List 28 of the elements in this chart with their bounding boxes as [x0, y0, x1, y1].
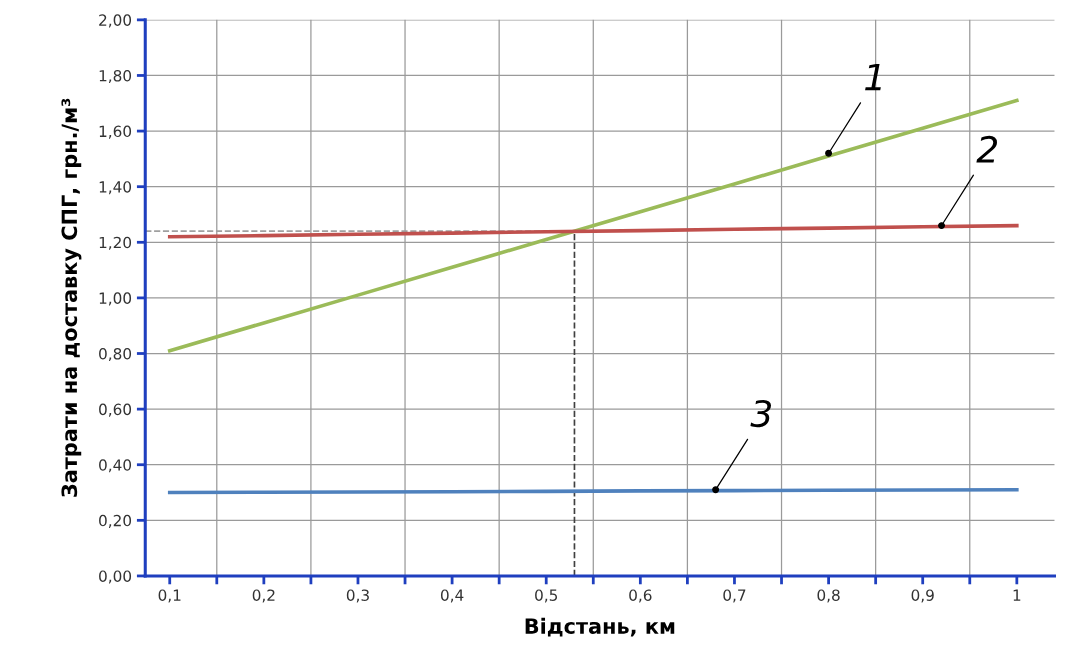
x-tick-label: 0,3 [346, 589, 369, 603]
y-tick-label: 1,00 [99, 292, 132, 306]
y-tick-label: 0,80 [99, 347, 132, 362]
x-tick-label: 0,4 [440, 589, 464, 603]
x-tick-label: 0,6 [629, 589, 652, 603]
x-tick-label: 0,1 [158, 589, 181, 603]
y-tick-label: 0,40 [99, 459, 132, 473]
x-tick-label: 0,5 [535, 589, 558, 603]
x-tick-label: 0,8 [817, 589, 840, 603]
y-tick-label: 0,60 [99, 403, 132, 417]
x-tick-label: 0,2 [252, 589, 275, 603]
y-tick-label: 1,20 [99, 236, 132, 250]
x-tick-label: 0,9 [911, 589, 934, 603]
y-axis-title: Затрати на доставку СПГ, грн./м³ [61, 98, 82, 497]
annotation: 3 [750, 399, 772, 428]
line-series [167, 223, 1019, 239]
y-tick-label: 1,60 [99, 125, 132, 139]
y-tick-label: 0,00 [99, 570, 132, 584]
x-tick-label: 0,7 [723, 589, 746, 603]
line-series [167, 98, 1019, 353]
x-tick-label: 1 [1013, 589, 1021, 601]
y-tick-label: 2,00 [99, 14, 132, 28]
x-axis-title: Відстань, км [525, 617, 675, 637]
y-tick-label: 0,20 [99, 514, 132, 528]
y-tick-label: 1,80 [99, 69, 132, 84]
annotation: 2 [976, 135, 997, 163]
annotation: 1 [865, 63, 881, 91]
y-tick-label: 1,40 [99, 181, 132, 195]
